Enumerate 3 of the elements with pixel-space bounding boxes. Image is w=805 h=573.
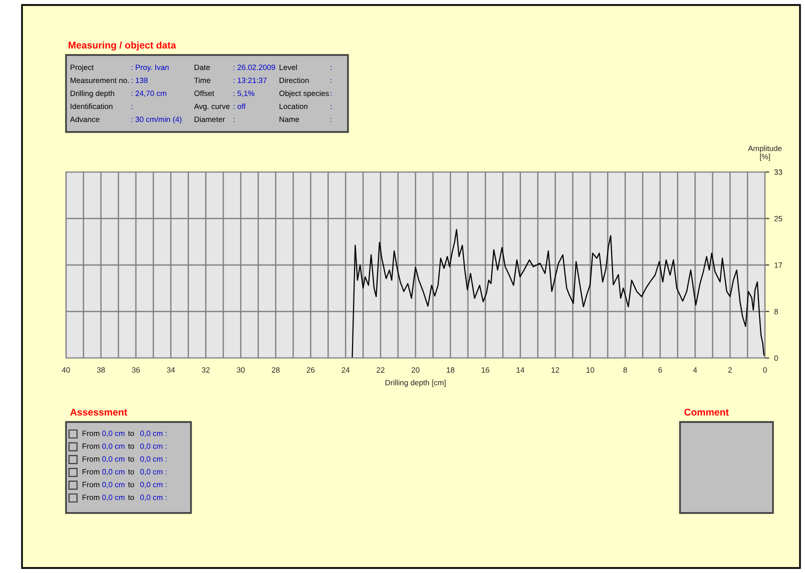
text: Comment <box>684 408 729 416</box>
text: Measuring / object data <box>68 41 176 51</box>
text: Assessment <box>70 408 128 416</box>
